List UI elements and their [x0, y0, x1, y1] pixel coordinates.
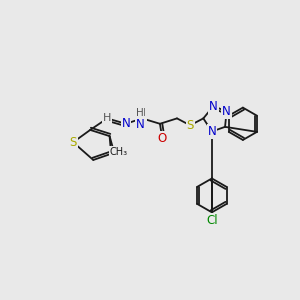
Text: H: H [103, 113, 111, 123]
Text: N: N [208, 125, 216, 138]
Text: N: N [122, 117, 130, 130]
Text: N: N [135, 118, 144, 131]
Text: H
N: H N [138, 108, 146, 129]
Text: N: N [222, 105, 231, 118]
Text: Cl: Cl [206, 214, 218, 226]
Text: S: S [70, 136, 77, 149]
Text: N: N [209, 100, 218, 112]
Text: S: S [187, 119, 194, 132]
Text: CH₃: CH₃ [110, 147, 128, 157]
Text: H: H [136, 108, 144, 118]
Text: O: O [158, 132, 167, 145]
